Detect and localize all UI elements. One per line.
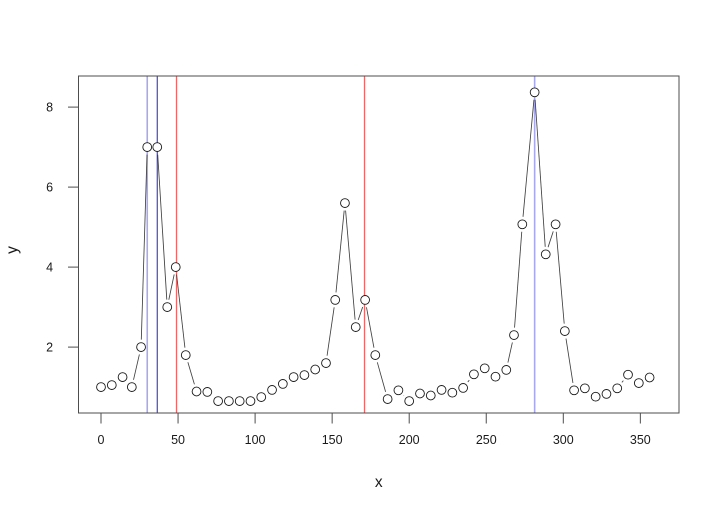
svg-text:8: 8 [46, 101, 53, 115]
svg-text:250: 250 [476, 433, 497, 447]
svg-text:x: x [375, 474, 383, 491]
svg-text:y: y [4, 246, 21, 254]
svg-text:150: 150 [322, 433, 343, 447]
svg-text:350: 350 [630, 433, 651, 447]
svg-text:0: 0 [98, 433, 105, 447]
svg-text:6: 6 [46, 181, 53, 195]
svg-text:50: 50 [171, 433, 185, 447]
svg-text:200: 200 [399, 433, 420, 447]
svg-text:4: 4 [46, 261, 53, 275]
svg-text:300: 300 [553, 433, 574, 447]
svg-text:2: 2 [46, 341, 53, 355]
svg-text:100: 100 [245, 433, 266, 447]
